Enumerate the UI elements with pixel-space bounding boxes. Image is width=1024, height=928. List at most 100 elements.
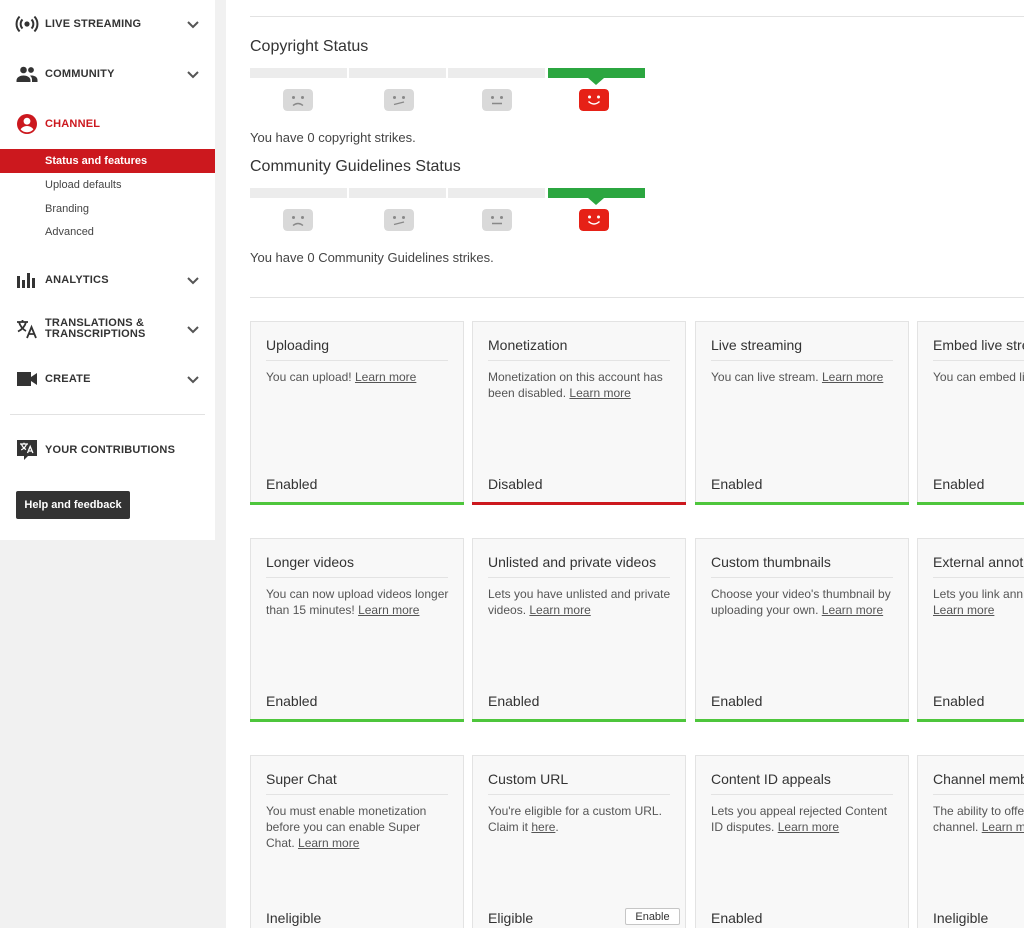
strike-segment: [250, 68, 347, 78]
enabled-status-bar: [472, 719, 686, 722]
feature-card-description: You're eligible for a custom URL. Claim …: [488, 803, 674, 835]
guidelines-status-title: Community Guidelines Status: [250, 158, 461, 175]
learn-more-link[interactable]: Learn more: [298, 836, 360, 850]
feature-card-description-text: Lets you appeal rejected Content ID disp…: [711, 804, 888, 834]
feature-card-description: You must enable monetization before you …: [266, 803, 452, 851]
enabled-status-bar: [250, 502, 464, 505]
feature-card-description-text: Lets you link ann external sites or r: [933, 587, 1024, 601]
broadcast-icon: [15, 12, 39, 36]
nav-label: CREATE: [45, 372, 91, 385]
feature-card-title: Monetization: [488, 337, 670, 361]
feature-card-description: You can embed li Learn more: [933, 369, 1024, 385]
feature-card-description-suffix: .: [555, 820, 559, 834]
copyright-strike-meter: [250, 68, 650, 118]
feature-card-description-text: You can embed li: [933, 370, 1024, 384]
learn-more-link[interactable]: Learn more: [569, 386, 631, 400]
guidelines-strike-text: You have 0 Community Guidelines strikes.: [250, 250, 494, 265]
help-and-feedback-button[interactable]: Help and feedback: [16, 491, 130, 519]
feature-card-description-text: You're eligible for a custom URL. Claim …: [488, 804, 662, 834]
strike-segment: [349, 188, 446, 198]
feature-card-title: Custom thumbnails: [711, 554, 893, 578]
section-divider: [250, 297, 1024, 298]
nav-label: LIVE STREAMING: [45, 17, 142, 30]
learn-more-link[interactable]: Learn more: [354, 370, 417, 384]
feature-card-description: Lets you have unlisted and private video…: [488, 586, 674, 618]
feature-card-status: Disabled: [488, 476, 543, 492]
feature-card-status: Ineligible: [933, 910, 989, 926]
feature-card-title: Uploading: [266, 337, 448, 361]
nav-your-contributions[interactable]: YOUR CONTRIBUTIONS: [0, 430, 215, 470]
learn-more-link[interactable]: Learn more: [933, 603, 995, 617]
learn-more-link[interactable]: Learn more: [529, 603, 591, 617]
feature-card-title: Embed live stre: [933, 337, 1024, 361]
feature-card-status: Enabled: [488, 693, 540, 709]
feature-card: External annot Lets you link ann external…: [917, 538, 1024, 722]
nav-label: TRANSLATIONS & TRANSCRIPTIONS: [45, 317, 146, 340]
feature-card: Uploading You can upload! Learn more Enabl…: [250, 321, 464, 505]
feature-card-status: Eligible: [488, 910, 534, 926]
enabled-status-bar: [917, 719, 1024, 722]
enabled-status-bar: [250, 719, 464, 722]
feature-card-description: Monetization on this account has been di…: [488, 369, 674, 401]
feature-card-description-text: You can upload!: [266, 370, 352, 384]
feature-card: Custom thumbnails Choose your video's thu…: [695, 538, 909, 722]
learn-more-link[interactable]: Learn more: [777, 820, 840, 834]
feature-card: Live streaming You can live stream. Learn…: [695, 321, 909, 505]
feature-card: Embed live stre You can embed li Learn mo…: [917, 321, 1024, 505]
strike-segment-current: [548, 188, 645, 205]
sad-face-icon: [283, 209, 313, 231]
subnav-branding[interactable]: Branding: [45, 203, 90, 215]
nav-create[interactable]: CREATE: [0, 359, 215, 399]
learn-more-link[interactable]: here: [531, 820, 556, 834]
uneasy-face-icon: [384, 89, 414, 111]
feature-card: Longer videos You can now upload videos l…: [250, 538, 464, 722]
chevron-down-icon: [187, 21, 199, 29]
feature-card-status: Enabled: [711, 693, 763, 709]
feature-card-title: Super Chat: [266, 771, 448, 795]
feature-card-status: Enabled: [933, 476, 985, 492]
enable-button[interactable]: Enable: [625, 908, 680, 925]
feature-card-description: Lets you appeal rejected Content ID disp…: [711, 803, 897, 835]
nav-analytics[interactable]: ANALYTICS: [0, 260, 215, 300]
feature-card: Content ID appeals Lets you appeal reject…: [695, 755, 909, 928]
feature-card: Super Chat You must enable monetization b…: [250, 755, 464, 928]
nav-translations[interactable]: TRANSLATIONS & TRANSCRIPTIONS: [0, 309, 215, 349]
sad-face-icon: [283, 89, 313, 111]
feature-card-status: Enabled: [711, 476, 763, 492]
main-content: Copyright Status You have 0 copyright st…: [226, 0, 1024, 928]
nav-community[interactable]: COMMUNITY: [0, 54, 215, 94]
nav-channel[interactable]: CHANNEL: [0, 104, 215, 144]
feature-card-status: Enabled: [266, 476, 318, 492]
video-camera-icon: [15, 367, 39, 391]
feature-card-title: External annot: [933, 554, 1024, 578]
learn-more-link[interactable]: Learn m: [981, 820, 1024, 834]
subnav-status-and-features[interactable]: Status and features: [0, 149, 215, 173]
feature-card: Monetization Monetization on this account…: [472, 321, 686, 505]
neutral-face-icon: [482, 209, 512, 231]
happy-face-icon: [579, 209, 609, 231]
neutral-face-icon: [482, 89, 512, 111]
feature-card-description-text: The ability to offe isn't yet available …: [933, 804, 1024, 834]
learn-more-link[interactable]: Learn more: [358, 603, 420, 617]
feature-card-description: You can upload! Learn more: [266, 369, 452, 385]
subnav-upload-defaults[interactable]: Upload defaults: [45, 179, 122, 191]
feature-card: Custom URL You're eligible for a custom U…: [472, 755, 686, 928]
enabled-status-bar: [695, 719, 909, 722]
feature-card-title: Content ID appeals: [711, 771, 893, 795]
chevron-down-icon: [187, 376, 199, 384]
enabled-status-bar: [917, 502, 1024, 505]
feature-card-description-text: Lets you have unlisted and private video…: [488, 587, 671, 617]
sidebar-divider: [10, 414, 205, 415]
feature-card-description: Lets you link ann external sites or r Le…: [933, 586, 1024, 618]
feature-card-title: Longer videos: [266, 554, 448, 578]
strike-segment: [448, 188, 545, 198]
feature-card-description-text: You can live stream.: [711, 370, 819, 384]
learn-more-link[interactable]: Learn more: [821, 603, 884, 617]
translate-icon: [15, 317, 39, 341]
learn-more-link[interactable]: Learn more: [821, 370, 884, 384]
subnav-advanced[interactable]: Advanced: [45, 226, 94, 238]
enabled-status-bar: [695, 502, 909, 505]
nav-live-streaming[interactable]: LIVE STREAMING: [0, 4, 215, 44]
copyright-strike-text: You have 0 copyright strikes.: [250, 130, 416, 145]
strike-segment: [448, 68, 545, 78]
